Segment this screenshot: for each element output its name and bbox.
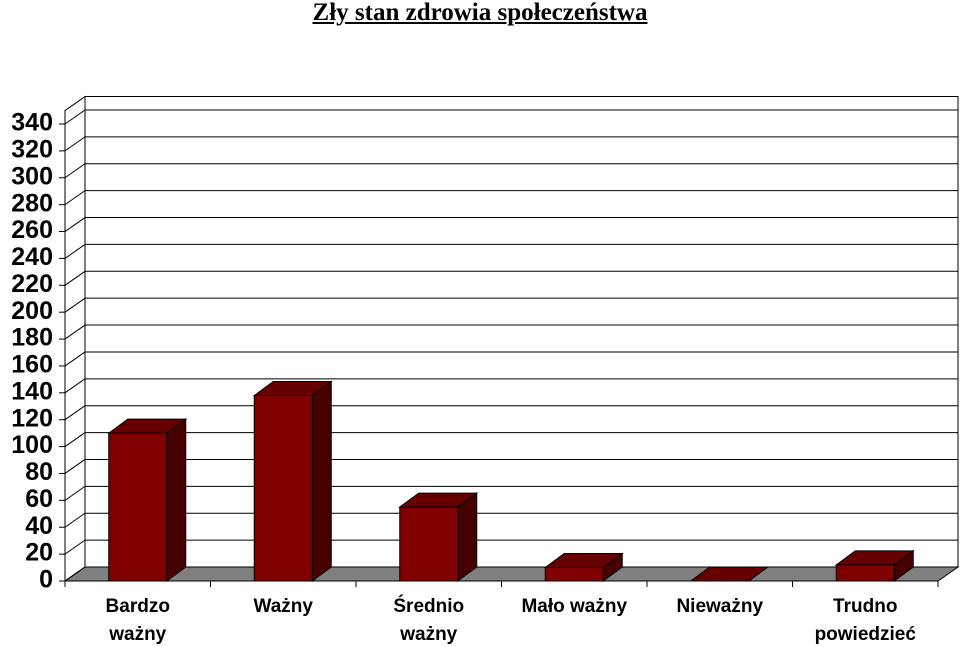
- grid-line: [64, 485, 86, 501]
- grid-line: [64, 109, 86, 125]
- y-tick-label: 80: [25, 458, 53, 486]
- grid-line: [64, 163, 86, 179]
- grid-line: [64, 136, 86, 152]
- grid-line: [64, 297, 86, 313]
- x-tick-label: Średnio ważny: [393, 596, 465, 645]
- y-tick-label: 140: [11, 377, 53, 405]
- bar-side: [311, 380, 332, 582]
- y-tick-label: 180: [11, 324, 53, 352]
- grid-line: [64, 351, 86, 367]
- bar: [835, 564, 895, 582]
- y-tick-label: 160: [11, 351, 53, 379]
- bar: [544, 567, 604, 582]
- grid-line: [64, 244, 86, 259]
- grid-line: [64, 432, 86, 447]
- grid-line: [64, 378, 86, 394]
- y-tick-label: 320: [11, 135, 53, 163]
- y-tick-label: 300: [11, 162, 53, 190]
- grid-line: [64, 512, 86, 528]
- side-wall: [64, 95, 86, 582]
- x-tick-label: Mało ważny: [521, 596, 628, 617]
- grid-line: [64, 539, 86, 555]
- grid-line: [64, 190, 86, 206]
- y-tick-label: 340: [11, 109, 53, 137]
- bar-side: [457, 492, 478, 582]
- y-tick-label: 20: [25, 539, 53, 567]
- grid-line: [64, 217, 86, 232]
- grid-line: [64, 270, 86, 286]
- grid-line: [64, 566, 86, 582]
- y-tick-label: 100: [11, 431, 53, 459]
- grid-line: [64, 459, 86, 474]
- bar-top: [689, 566, 770, 582]
- bar-side: [166, 418, 187, 582]
- y-tick-label: 280: [11, 189, 53, 217]
- x-tick-label: Nieważny: [676, 596, 764, 617]
- grid-line: [64, 324, 86, 340]
- y-tick-label: 220: [11, 270, 53, 298]
- bar: [399, 506, 459, 582]
- y-tick-label: 200: [11, 297, 53, 325]
- bar: [108, 432, 168, 582]
- chart-title: Zły stan zdrowia społeczeństwa: [312, 0, 648, 26]
- y-tick-label: 60: [25, 485, 53, 513]
- grid-line: [64, 405, 86, 421]
- x-tick-label: Bardzo ważny: [105, 596, 170, 645]
- y-tick-label: 240: [11, 243, 53, 271]
- floor: [63, 566, 960, 582]
- y-tick-label: 120: [11, 404, 53, 432]
- y-tick-label: 0: [39, 566, 53, 594]
- x-tick-label: Ważny: [253, 596, 313, 617]
- y-tick-label: 260: [11, 216, 53, 244]
- bar: [253, 395, 313, 582]
- y-tick-label: 40: [25, 512, 53, 540]
- x-tick-label: Trudno powiedzieć: [814, 596, 916, 645]
- back-wall: [84, 96, 959, 568]
